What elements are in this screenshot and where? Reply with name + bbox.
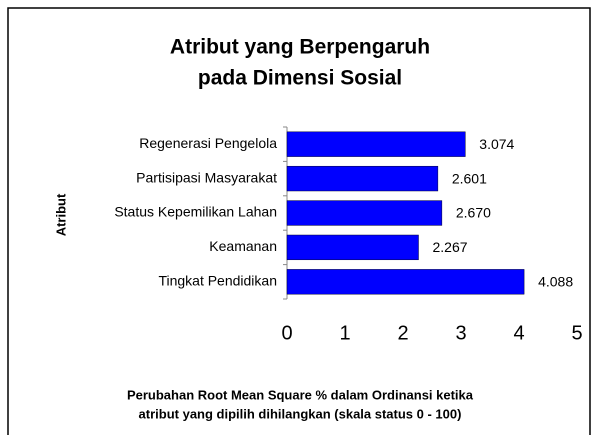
- bar: [286, 131, 466, 157]
- x-axis-label: Perubahan Root Mean Square % dalam Ordin…: [127, 387, 474, 402]
- x-tick-label: 5: [571, 322, 582, 344]
- y-tick-label: Tingkat Pendidikan: [158, 273, 277, 289]
- data-label: 2.267: [432, 239, 467, 255]
- y-tick-label: Status Kepemilikan Lahan: [114, 204, 277, 220]
- y-tick-label: Partisipasi Masyarakat: [136, 169, 277, 185]
- data-label: 2.670: [456, 205, 491, 221]
- data-label: 4.088: [538, 274, 573, 290]
- data-label: 3.074: [479, 136, 514, 152]
- x-axis-label: atribut yang dipilih dihilangkan (skala …: [139, 406, 462, 421]
- bar: [286, 234, 419, 261]
- x-tick-label: 0: [281, 322, 292, 344]
- x-tick-label: 3: [455, 322, 466, 344]
- y-axis-label: Atribut: [53, 193, 68, 236]
- chart-title: pada Dimensi Sosial: [198, 67, 402, 90]
- y-tick-label: Regenerasi Pengelola: [139, 135, 277, 151]
- y-tick-label: Keamanan: [209, 238, 277, 254]
- bar: [286, 165, 439, 192]
- x-tick-label: 4: [513, 322, 524, 344]
- x-tick-label: 2: [397, 322, 408, 344]
- bar: [286, 200, 443, 226]
- x-tick-label: 1: [339, 322, 350, 344]
- data-label: 2.601: [452, 170, 487, 186]
- chart-title: Atribut yang Berpengaruh: [170, 36, 430, 59]
- bar: [286, 269, 525, 295]
